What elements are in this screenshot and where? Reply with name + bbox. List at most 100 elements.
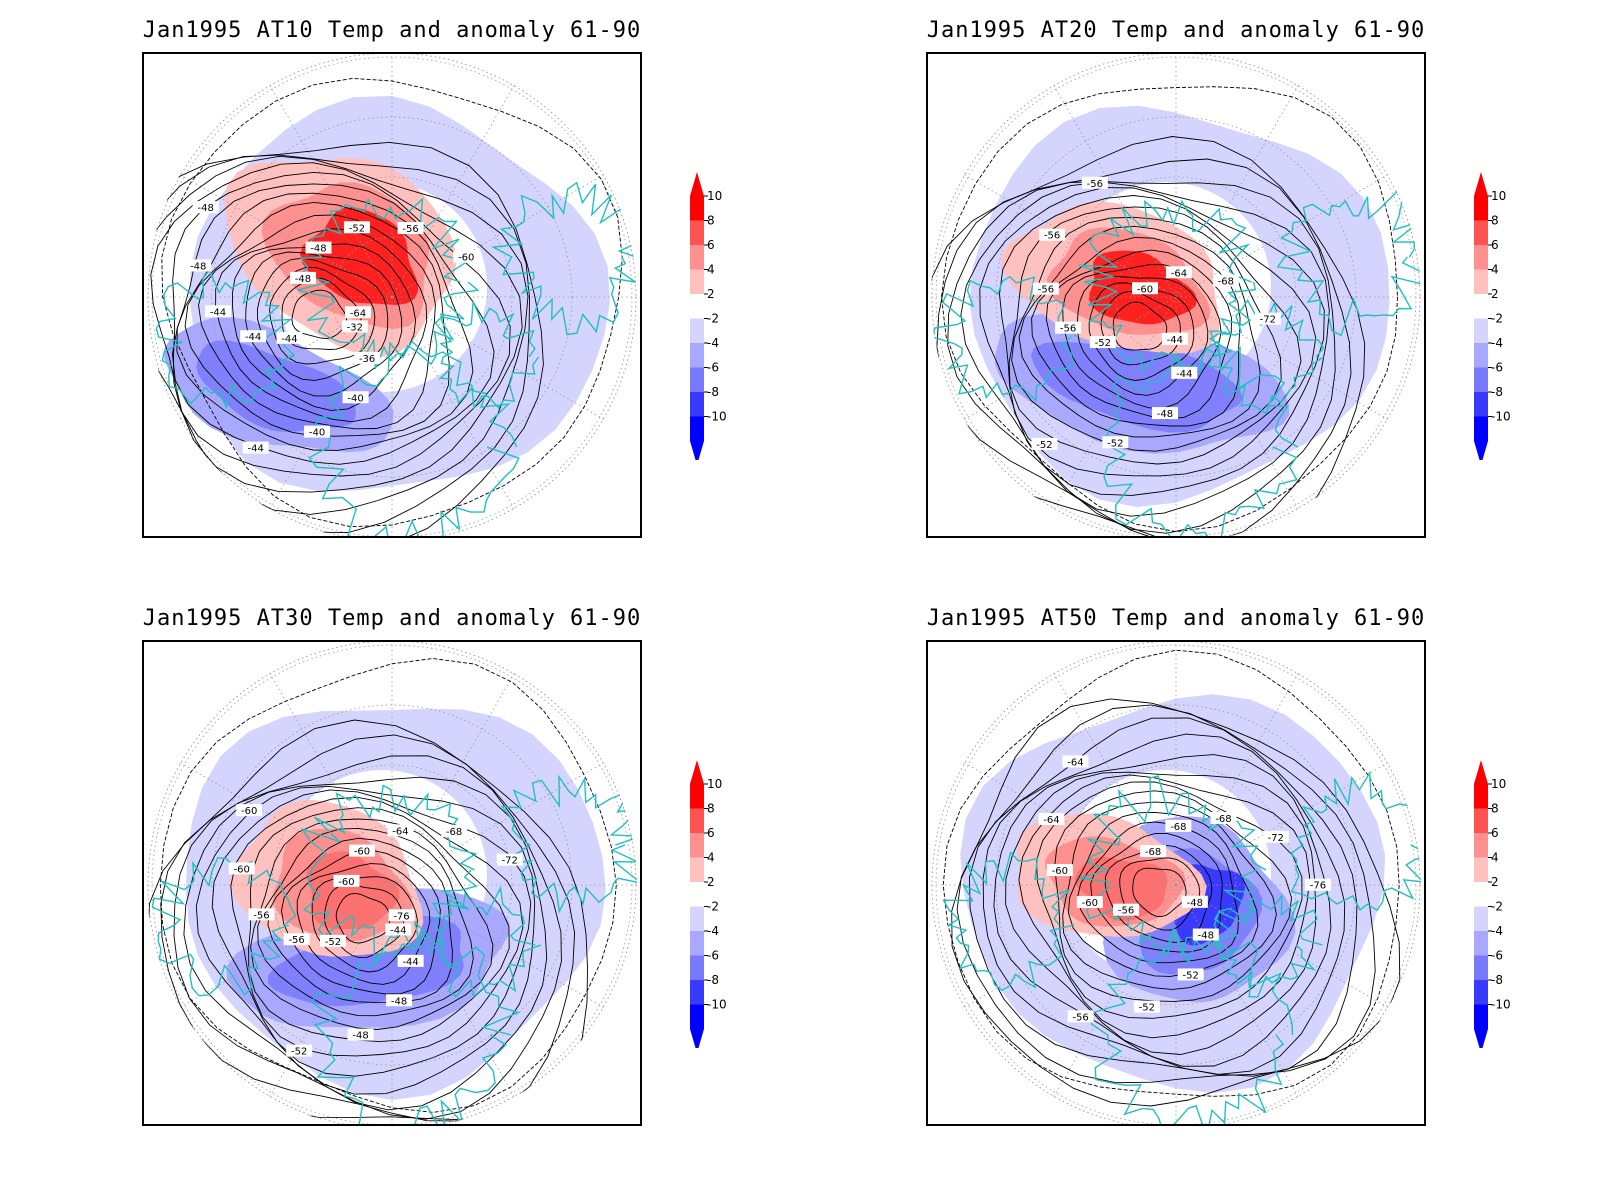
colorbar-label: -8 xyxy=(707,385,719,399)
graticule-meridian xyxy=(391,296,518,514)
svg-text:-52: -52 xyxy=(1183,970,1199,981)
contour-label: -68 xyxy=(441,825,468,838)
colorbar-label: -2 xyxy=(707,312,719,326)
colorbar-swatch xyxy=(1474,416,1488,441)
svg-text:-68: -68 xyxy=(1215,814,1231,825)
colorbar-label: 2 xyxy=(1491,287,1499,301)
temperature-contour xyxy=(248,807,510,1043)
temperature-contour xyxy=(269,267,376,365)
contour-label: -76 xyxy=(1304,878,1331,892)
colorbar-label: 2 xyxy=(707,287,715,301)
svg-text:-72: -72 xyxy=(1260,315,1276,326)
graticule-meridian xyxy=(175,759,393,886)
svg-text:-40: -40 xyxy=(347,393,363,404)
temperature-contour xyxy=(1008,206,1302,465)
contour-label: -48 xyxy=(185,259,212,272)
colorbar-label: -8 xyxy=(1491,385,1503,399)
contour-label: -60 xyxy=(453,250,480,264)
colorbar-label: -10 xyxy=(707,410,727,424)
panel-at10: Jan1995 AT10 Temp and anomaly 61-90 -32-… xyxy=(142,0,727,560)
temperature-contour xyxy=(159,658,617,1113)
graticule-meridian xyxy=(1175,80,1302,298)
colorbar-swatch xyxy=(1474,857,1488,882)
temperature-contour xyxy=(1018,774,1311,1039)
contour-label: -56 xyxy=(397,222,424,235)
panel-at50: Jan1995 AT50 Temp and anomaly 61-90 -48-… xyxy=(926,588,1511,1148)
colorbar-swatch xyxy=(1474,882,1488,907)
contour-label: -52 xyxy=(1031,437,1058,451)
contour-label: -44 xyxy=(205,305,232,318)
contour-label: -60 xyxy=(1131,282,1158,295)
svg-text:-56: -56 xyxy=(1044,231,1060,242)
colorbar: 10 8 6 4 2 -2 -4 -6 -8 -10 xyxy=(690,760,727,1048)
svg-text:-64: -64 xyxy=(1067,757,1083,768)
temperature-contour xyxy=(1011,216,1282,452)
contour-label: -60 xyxy=(236,804,263,817)
svg-text:-56: -56 xyxy=(288,935,304,946)
contour-label: -52 xyxy=(343,221,370,234)
colorbar-swatch xyxy=(1474,392,1488,417)
svg-text:-76: -76 xyxy=(1310,881,1326,892)
contour-label: -64 xyxy=(1062,755,1089,768)
svg-text:-48: -48 xyxy=(295,274,311,285)
svg-text:-44: -44 xyxy=(210,307,226,318)
colorbar-label: 8 xyxy=(1491,802,1499,816)
svg-text:-52: -52 xyxy=(349,223,365,234)
colorbar-swatch xyxy=(690,857,704,882)
coastlines xyxy=(932,189,1421,536)
contour-label: -76 xyxy=(388,909,415,922)
contour-label: -56 xyxy=(1113,903,1140,917)
colorbar-label: 10 xyxy=(707,777,722,791)
colorbar-swatch xyxy=(690,245,704,270)
colorbar-swatch xyxy=(690,882,704,907)
colorbar-label: -2 xyxy=(1491,900,1503,914)
colorbar-swatch xyxy=(690,980,704,1005)
colorbar-swatch xyxy=(1474,1004,1488,1029)
colorbar-swatch xyxy=(1474,318,1488,343)
colorbar-swatch xyxy=(690,1004,704,1029)
temperature-contour xyxy=(172,171,511,477)
contour-label: -68 xyxy=(1140,844,1167,858)
svg-text:-48: -48 xyxy=(1198,931,1214,942)
temperature-contour xyxy=(160,734,576,1122)
contour-label: -48 xyxy=(1192,928,1219,942)
contour-label: -52 xyxy=(1177,968,1204,981)
graticule-meridian xyxy=(391,668,518,886)
temperature-contour xyxy=(335,892,391,944)
svg-text:-48: -48 xyxy=(352,1031,368,1042)
colorbar-label: 4 xyxy=(707,851,715,865)
contour-label: -68 xyxy=(1210,811,1237,825)
svg-text:-64: -64 xyxy=(392,826,408,837)
colorbar-label: -6 xyxy=(707,361,719,375)
colorbar-label: 8 xyxy=(707,802,715,816)
graticule-meridian xyxy=(1050,296,1177,514)
contour-label: -52 xyxy=(1102,436,1129,449)
graticule-meridian xyxy=(266,884,393,1102)
contour-label: -52 xyxy=(1089,336,1116,349)
contour-label: -44 xyxy=(1161,332,1188,346)
temperature-contour xyxy=(993,754,1332,1067)
temperature-contour xyxy=(257,827,474,1017)
svg-text:-48: -48 xyxy=(190,261,206,272)
panel-title: Jan1995 AT10 Temp and anomaly 61-90 xyxy=(142,18,642,43)
graticule-meridian xyxy=(959,296,1177,423)
svg-text:-48: -48 xyxy=(198,203,214,214)
colorbar-swatch xyxy=(1474,367,1488,392)
contour-label: -44 xyxy=(385,923,412,936)
contour-label: -56 xyxy=(283,933,310,946)
svg-text:-60: -60 xyxy=(338,877,354,888)
colorbar-label: -10 xyxy=(1491,410,1511,424)
svg-text:-56: -56 xyxy=(1038,285,1054,296)
colorbar-label: 8 xyxy=(1491,214,1499,228)
colorbar-label: -4 xyxy=(1491,924,1503,938)
colorbar-label: -8 xyxy=(1491,973,1503,987)
contour-label: -60 xyxy=(1076,896,1103,909)
contour-label: -48 xyxy=(192,201,219,214)
contour-label: -40 xyxy=(342,391,369,404)
panel-title: Jan1995 AT30 Temp and anomaly 61-90 xyxy=(142,606,642,631)
colorbar-label: -4 xyxy=(707,924,719,938)
contour-label: -48 xyxy=(347,1028,374,1042)
graticule-meridian xyxy=(959,884,1177,1011)
temperature-contour xyxy=(230,796,524,1057)
svg-text:-60: -60 xyxy=(1052,866,1068,877)
